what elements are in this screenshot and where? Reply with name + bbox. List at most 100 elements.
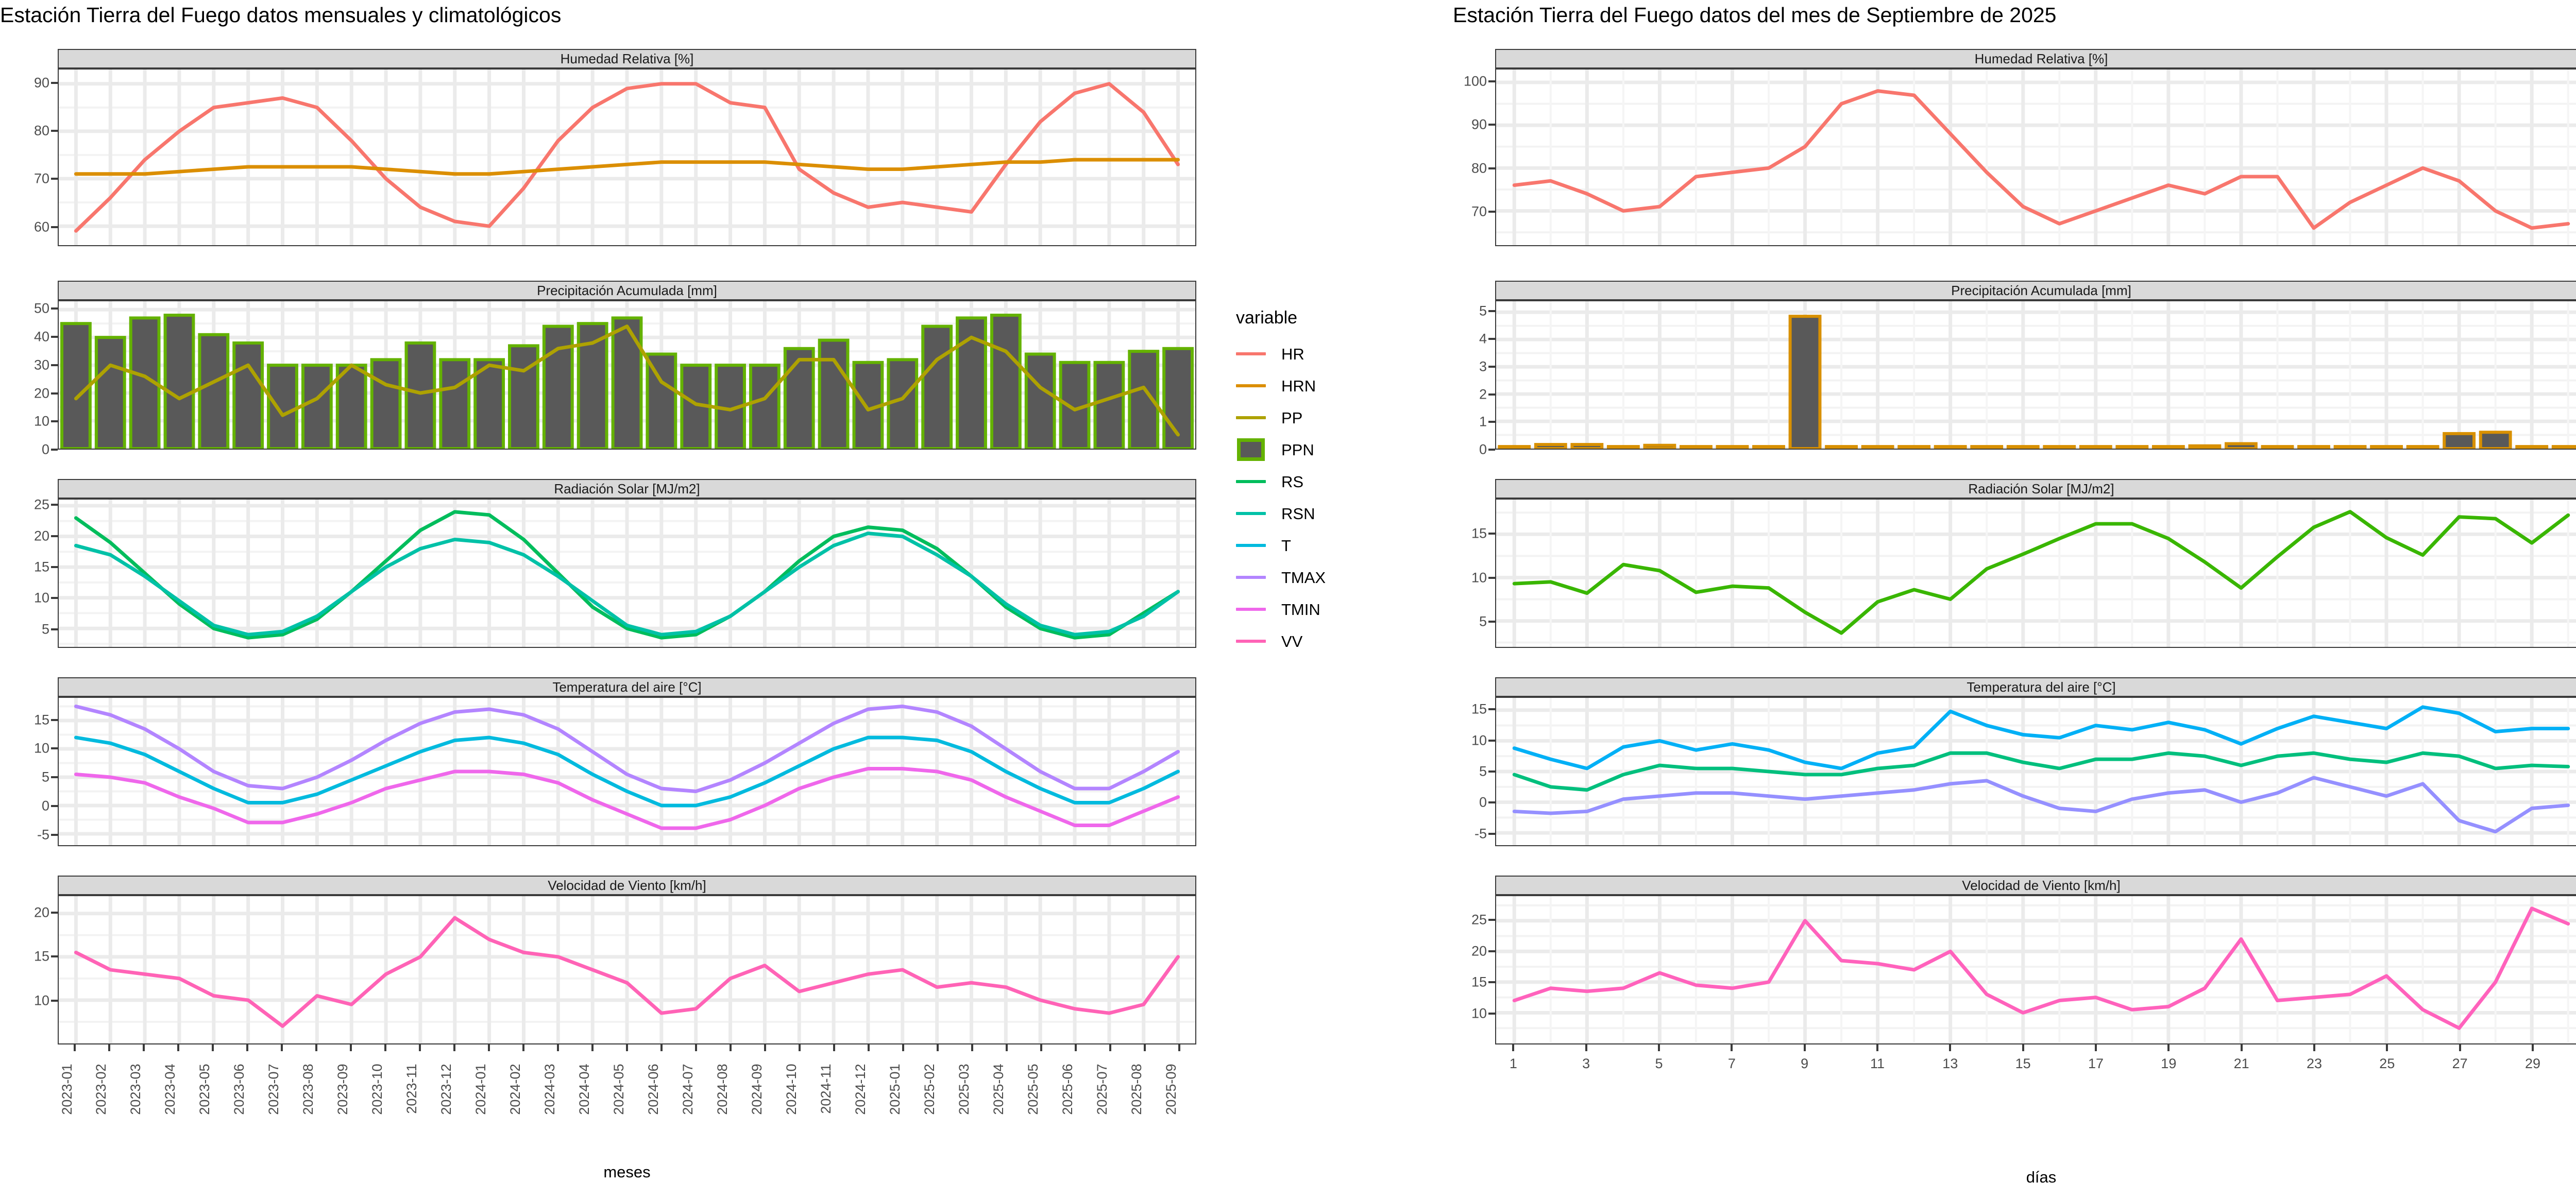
facet-strip: Velocidad de Viento [km/h] — [1495, 876, 2576, 895]
y-axis-tick-label: 4 — [1479, 331, 1487, 347]
x-axis-tick — [350, 1044, 352, 1051]
x-axis-tick — [660, 1044, 663, 1051]
facet-strip-label: Humedad Relativa [%] — [560, 51, 694, 66]
y-axis-tick — [1488, 80, 1495, 83]
legend-item-label: PP — [1281, 408, 1303, 427]
legend-item-hrn[interactable]: HRN — [1234, 370, 1326, 402]
legend-item-tmax[interactable]: TMAX — [1234, 561, 1326, 593]
y-axis-tick-label: 100 — [1463, 73, 1487, 89]
x-axis-tick — [2167, 1044, 2170, 1051]
y-axis-tick — [51, 776, 58, 779]
x-axis-tick-label: 5 — [1655, 1056, 1663, 1071]
x-axis-tick-label: 25 — [2379, 1056, 2395, 1071]
x-axis-tick-label: 2024-08 — [714, 1064, 730, 1115]
plot-area — [1495, 499, 2576, 648]
x-axis-tick-label: 2023-08 — [300, 1064, 316, 1115]
legend-bar-swatch — [1234, 434, 1268, 466]
y-axis-tick-label: -5 — [1474, 826, 1487, 842]
left-panel-column: Humedad Relativa [%] Precipitación Acumul… — [58, 0, 1196, 1199]
y-axis-tick — [1488, 421, 1495, 423]
legend-line-swatch — [1234, 593, 1268, 625]
y-axis-tick-label: 60 — [33, 219, 49, 235]
x-axis-tick — [764, 1044, 766, 1051]
y-axis-tick — [51, 449, 58, 451]
legend-line-swatch — [1234, 402, 1268, 434]
legend-item-label: HRN — [1281, 376, 1316, 395]
y-axis-tick-label: 0 — [1479, 794, 1487, 810]
x-axis-tick-label: 11 — [1870, 1056, 1885, 1071]
y-axis-tick — [1488, 393, 1495, 396]
legend-item-tmin[interactable]: TMIN — [1234, 593, 1326, 625]
x-axis-tick — [246, 1044, 249, 1051]
left-legend: variable HR HRN PP PPN RS RSN T TMAX TMIN VV — [1234, 309, 1326, 657]
y-axis-tick — [51, 999, 58, 1002]
facet-strip: Radiación Solar [MJ/m2] — [58, 479, 1196, 499]
legend-line-swatch — [1234, 370, 1268, 402]
facet-strip: Temperatura del aire [°C] — [58, 677, 1196, 697]
y-axis-tick-label: 10 — [1471, 1005, 1487, 1021]
legend-item-rsn[interactable]: RSN — [1234, 498, 1326, 529]
y-axis-tick-label: 5 — [1479, 763, 1487, 779]
facet-strip-label: Radiación Solar [MJ/m2] — [1968, 481, 2114, 496]
y-axis-tick-label: 20 — [33, 904, 49, 920]
y-axis-tick-label: 70 — [33, 170, 49, 186]
x-axis-tick-label: 2023-11 — [404, 1064, 420, 1114]
y-axis-tick — [51, 718, 58, 721]
y-axis-tick — [1488, 620, 1495, 623]
x-axis-tick — [488, 1044, 490, 1051]
x-axis-tick-label: 2025-01 — [887, 1064, 903, 1115]
x-axis-tick-label: 2025-03 — [956, 1064, 972, 1115]
y-axis-tick — [51, 420, 58, 423]
y-axis-tick — [1488, 365, 1495, 368]
facet-strip-label: Velocidad de Viento [km/h] — [1962, 878, 2121, 893]
x-axis-tick — [2386, 1044, 2388, 1051]
legend-item-t[interactable]: T — [1234, 529, 1326, 561]
legend-item-ppn[interactable]: PPN — [1234, 434, 1326, 466]
legend-item-label: TMIN — [1281, 600, 1320, 619]
x-axis-tick-label: 2024-02 — [507, 1064, 523, 1115]
x-axis-tick — [2240, 1044, 2243, 1051]
plot-area — [1495, 68, 2576, 246]
y-axis-tick — [51, 535, 58, 537]
y-axis-tick-label: 20 — [33, 385, 49, 401]
x-axis-tick — [798, 1044, 801, 1051]
x-axis-tick-label: 2023-07 — [266, 1064, 282, 1115]
y-axis-tick-label: 5 — [1479, 613, 1487, 629]
legend-item-pp[interactable]: PP — [1234, 402, 1326, 434]
y-axis-tick-label: 20 — [1471, 943, 1487, 959]
right-figure: Estación Tierra del Fuego datos del mes … — [1427, 0, 2576, 1199]
x-axis-tick-label: 2024-12 — [852, 1064, 868, 1115]
y-axis-tick — [1488, 1012, 1495, 1015]
facet-strip: Humedad Relativa [%] — [1495, 49, 2576, 68]
x-axis-tick-label: 2024-10 — [783, 1064, 799, 1115]
y-axis-tick-label: 50 — [33, 300, 49, 316]
y-axis-tick-label: 2 — [1479, 386, 1487, 402]
facet-strip-label: Temperatura del aire [°C] — [1967, 679, 2116, 695]
x-axis-tick — [108, 1044, 111, 1051]
facet-panel: Humedad Relativa [%] — [1495, 49, 2576, 246]
plot-area — [1495, 895, 2576, 1044]
x-axis-tick — [2532, 1044, 2534, 1051]
line-swatch-icon — [1236, 640, 1266, 643]
x-axis-tick-label: 2023-01 — [59, 1064, 75, 1115]
facet-strip-label: Humedad Relativa [%] — [1974, 51, 2108, 66]
facet-strip: Temperatura del aire [°C] — [1495, 677, 2576, 697]
legend-item-vv[interactable]: VV — [1234, 625, 1326, 657]
legend-item-hr[interactable]: HR — [1234, 338, 1326, 370]
x-axis-tick — [1074, 1044, 1077, 1051]
x-axis-tick-label: 2023-10 — [369, 1064, 385, 1115]
y-axis-tick — [1488, 739, 1495, 742]
x-axis-tick-label: 27 — [2452, 1056, 2468, 1071]
x-axis-tick — [591, 1044, 594, 1051]
y-axis-tick — [51, 364, 58, 366]
legend-item-rs[interactable]: RS — [1234, 466, 1326, 498]
x-axis-tick-label: 19 — [2161, 1056, 2177, 1071]
y-axis-tick — [1488, 770, 1495, 773]
y-axis-tick-label: 15 — [1471, 974, 1487, 990]
facet-panel: Temperatura del aire [°C] — [1495, 677, 2576, 846]
x-axis-tick — [2459, 1044, 2461, 1051]
y-axis-tick-label: 40 — [33, 329, 49, 345]
y-axis-tick-label: 1 — [1479, 414, 1487, 430]
y-axis-tick — [1488, 801, 1495, 804]
y-axis-tick — [51, 833, 58, 836]
